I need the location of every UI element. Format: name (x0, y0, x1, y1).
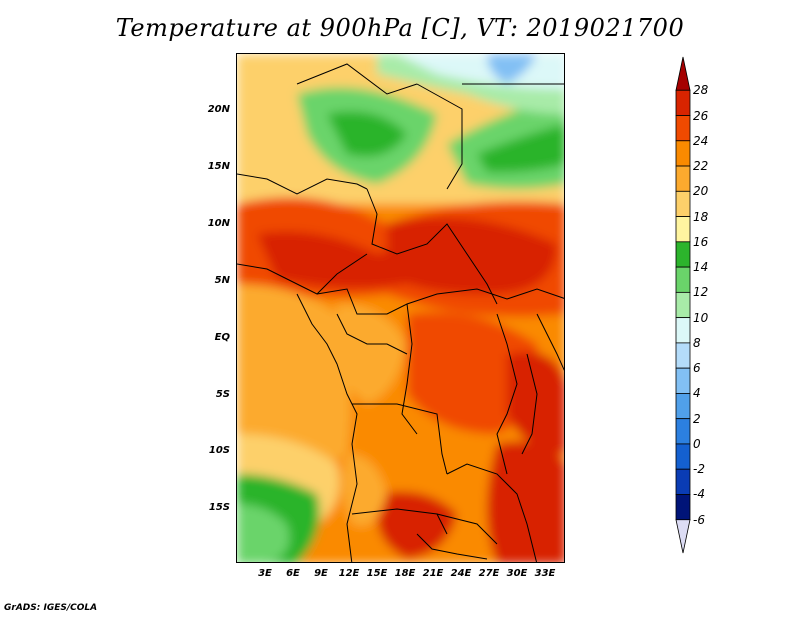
colorbar-label: 16 (693, 234, 709, 249)
chart-title: Temperature at 900hPa [C], VT: 201902170… (115, 14, 685, 42)
colorbar-bin (675, 418, 691, 445)
lat-label: 15S (208, 502, 230, 513)
colorbar-label: 26 (693, 108, 709, 123)
lon-label: 3E (258, 568, 272, 579)
colorbar-label: 28 (693, 83, 709, 98)
colorbar-bin (675, 393, 691, 420)
lat-label: 10S (208, 445, 230, 456)
footer-credit: GrADS: IGES/COLA (4, 603, 98, 613)
lat-label: 10N (207, 218, 230, 229)
lat-label: 5N (214, 275, 230, 286)
lon-label: 9E (314, 568, 328, 579)
colorbar-label: 14 (693, 260, 709, 275)
lon-label: 6E (286, 568, 300, 579)
colorbar-bin (675, 216, 691, 243)
lon-label: 15E (366, 568, 388, 579)
colorbar-bin (675, 241, 691, 268)
lon-label: 18E (394, 568, 416, 579)
colorbar-bin (675, 317, 691, 344)
lon-label: 27E (478, 568, 500, 579)
lon-label: 12E (338, 568, 360, 579)
colorbar-label: 6 (693, 361, 701, 376)
colorbar-bin (675, 519, 691, 554)
temperature-field (237, 54, 564, 562)
colorbar-label: 12 (693, 285, 709, 300)
colorbar (675, 56, 691, 554)
lat-label: 15N (207, 161, 230, 172)
colorbar-label: -2 (693, 462, 705, 477)
colorbar-bin (675, 367, 691, 394)
colorbar-bin (675, 468, 691, 495)
colorbar-label: 18 (693, 209, 709, 224)
colorbar-bin (675, 266, 691, 293)
colorbar-label: 2 (693, 411, 701, 426)
colorbar-bin (675, 291, 691, 319)
colorbar-label: 20 (693, 184, 709, 199)
temperature-map (236, 53, 565, 563)
colorbar-label: 22 (693, 159, 709, 174)
country-borders (237, 63, 564, 562)
colorbar-bin (675, 190, 691, 217)
colorbar-label: 4 (693, 386, 701, 401)
colorbar-bin (675, 140, 691, 167)
colorbar-bin (675, 165, 691, 192)
lon-label: 33E (534, 568, 556, 579)
colorbar-bin (675, 342, 691, 369)
colorbar-label: -4 (693, 487, 705, 502)
colorbar-bin (675, 494, 691, 521)
colorbar-bin (675, 89, 691, 116)
colorbar-label: 10 (693, 310, 709, 325)
lat-label: 5S (215, 389, 230, 400)
lat-label: 20N (207, 104, 230, 115)
colorbar-label: 8 (693, 335, 701, 350)
colorbar-bin (675, 443, 691, 470)
colorbar-label: -6 (693, 512, 705, 527)
lon-label: 21E (422, 568, 444, 579)
map-svg (237, 54, 564, 562)
colorbar-label: 24 (693, 133, 709, 148)
colorbar-label: 0 (693, 436, 701, 451)
lon-label: 24E (450, 568, 472, 579)
colorbar-bin (675, 56, 691, 91)
lon-label: 30E (506, 568, 528, 579)
colorbar-bin (675, 115, 691, 142)
lat-label: EQ (214, 332, 230, 343)
